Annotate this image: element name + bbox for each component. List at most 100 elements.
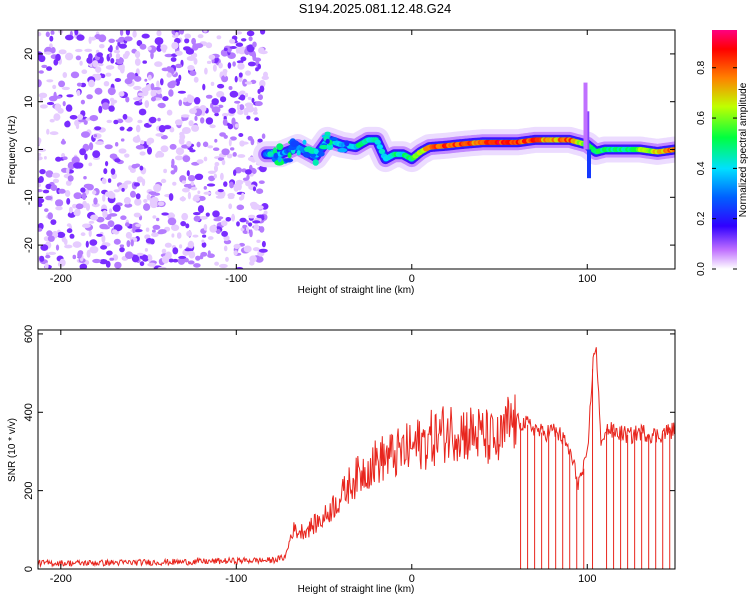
noise-blob	[38, 55, 46, 63]
noise-blob	[80, 187, 86, 193]
noise-blob	[139, 43, 147, 50]
noise-blob	[55, 206, 63, 211]
noise-blob	[184, 248, 193, 252]
noise-blob	[72, 254, 77, 260]
noise-blob	[144, 100, 150, 109]
noise-blob	[46, 66, 53, 71]
noise-blob	[234, 75, 238, 83]
noise-blob	[175, 31, 179, 38]
noise-blob	[108, 105, 115, 112]
noise-blob	[43, 156, 47, 160]
noise-blob	[253, 107, 258, 113]
noise-blob	[207, 236, 214, 240]
snr-axes: -200 -100 0 100 0 200 400 600	[23, 325, 675, 585]
noise-blob	[113, 119, 119, 125]
noise-blob	[147, 74, 152, 81]
noise-blob	[38, 152, 42, 157]
noise-blob	[179, 30, 185, 35]
noise-blob	[148, 116, 157, 124]
noise-blob	[236, 103, 240, 112]
noise-blob	[119, 65, 125, 74]
noise-blob	[109, 45, 113, 53]
noise-blob	[189, 108, 197, 115]
ridge-blob	[319, 144, 329, 150]
ridge-blob	[302, 139, 307, 145]
noise-blob	[240, 56, 247, 62]
noise-blob	[78, 119, 86, 123]
noise-blob	[203, 224, 208, 231]
noise-blob	[137, 119, 143, 124]
spectrogram-xlabel: Height of straight line (km)	[298, 285, 415, 296]
noise-blob	[49, 118, 55, 123]
noise-blob	[62, 72, 68, 78]
noise-blob	[62, 156, 68, 160]
noise-blob	[232, 61, 236, 67]
noise-blob	[236, 221, 240, 227]
noise-blob	[169, 143, 177, 150]
noise-blob	[115, 142, 119, 147]
noise-blob	[194, 173, 204, 180]
noise-blob	[171, 41, 179, 50]
noise-blob	[124, 50, 130, 57]
noise-blob	[248, 36, 253, 42]
noise-blob	[138, 108, 147, 116]
noise-blob	[150, 89, 157, 98]
noise-blob	[106, 250, 113, 256]
noise-blob	[47, 212, 53, 220]
y-tick-label: 0	[23, 146, 35, 152]
noise-blob	[237, 46, 247, 55]
noise-blob	[172, 181, 177, 186]
noise-blob	[152, 215, 157, 219]
noise-blob	[38, 202, 43, 208]
noise-blob	[130, 239, 134, 247]
noise-blob	[119, 247, 125, 253]
ridge-blob	[303, 151, 311, 158]
noise-blob	[160, 145, 169, 153]
noise-blob	[111, 229, 118, 234]
noise-blob	[89, 246, 99, 254]
noise-blob	[158, 152, 165, 158]
noise-blob	[247, 96, 252, 100]
noise-blob	[132, 97, 141, 101]
noise-blob	[181, 114, 190, 118]
noise-blob	[219, 263, 228, 269]
noise-blob	[157, 117, 161, 122]
noise-blob	[113, 224, 123, 232]
noise-blob	[41, 64, 48, 69]
noise-blob	[203, 30, 208, 33]
noise-blob	[238, 196, 244, 201]
noise-blob	[245, 169, 252, 175]
noise-blob	[163, 168, 168, 174]
noise-blob	[175, 147, 185, 155]
noise-blob	[147, 46, 152, 51]
ridge-blob	[313, 148, 319, 155]
noise-blob	[184, 38, 190, 44]
y-tick-label: 400	[23, 403, 35, 421]
ridge-blob	[273, 152, 278, 159]
noise-blob	[225, 217, 232, 222]
noise-blob	[191, 124, 200, 132]
noise-blob	[177, 90, 186, 94]
noise-blob	[188, 120, 194, 127]
noise-blob	[247, 61, 256, 67]
ridge-cell	[376, 144, 383, 150]
noise-blob	[89, 115, 99, 122]
noise-blob	[69, 115, 78, 120]
noise-blob	[80, 82, 87, 88]
noise-blob	[258, 248, 268, 253]
noise-blob	[118, 148, 127, 154]
noise-blob	[193, 57, 198, 65]
noise-blob	[228, 203, 233, 210]
noise-blob	[59, 258, 66, 267]
noise-blob	[81, 131, 90, 138]
noise-blob	[236, 60, 244, 64]
noise-blob	[46, 230, 53, 237]
noise-blob	[223, 70, 227, 77]
noise-blob	[132, 225, 136, 234]
noise-blob	[77, 114, 84, 120]
noise-blob	[85, 203, 90, 211]
noise-blob	[169, 127, 175, 133]
noise-blob	[131, 164, 139, 169]
ridge-blob	[296, 150, 301, 156]
noise-blob	[65, 52, 74, 61]
